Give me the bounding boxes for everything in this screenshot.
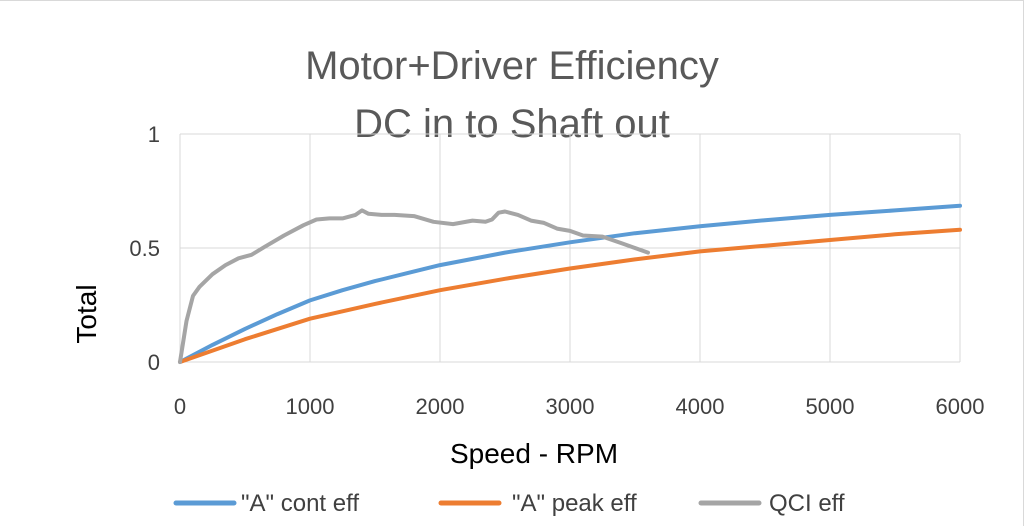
- series-line-3: [178, 208, 650, 364]
- x-tick-label: 1000: [286, 394, 335, 419]
- legend: "A" cont eff "A" peak eff QCI eff: [173, 490, 845, 517]
- series-line-1: [178, 203, 962, 364]
- y-tick-label: 0: [148, 350, 160, 375]
- y-axis-title: Total: [71, 284, 102, 343]
- chart-title-line-2: DC in to Shaft out: [354, 102, 670, 146]
- x-tick-label: 4000: [676, 394, 725, 419]
- series-lines: [178, 203, 962, 364]
- x-tick-label: 3000: [546, 394, 595, 419]
- axes: 0 1000 2000 3000 4000 5000 6000 0 0.5 1: [129, 122, 984, 419]
- grid: [179, 133, 961, 363]
- legend-label-2: "A" peak eff: [512, 490, 637, 517]
- x-tick-label: 5000: [806, 394, 855, 419]
- series-line-2: [178, 227, 962, 364]
- x-tick-label: 0: [174, 394, 186, 419]
- y-tick-label: 1: [148, 122, 160, 147]
- legend-label-1: "A" cont eff: [241, 490, 359, 517]
- y-tick-label: 0.5: [129, 236, 160, 261]
- chart-title-line-1: Motor+Driver Efficiency: [305, 44, 719, 88]
- x-tick-label: 2000: [416, 394, 465, 419]
- x-axis-title: Speed - RPM: [450, 438, 618, 469]
- x-tick-label: 6000: [936, 394, 985, 419]
- legend-label-3: QCI eff: [769, 490, 845, 517]
